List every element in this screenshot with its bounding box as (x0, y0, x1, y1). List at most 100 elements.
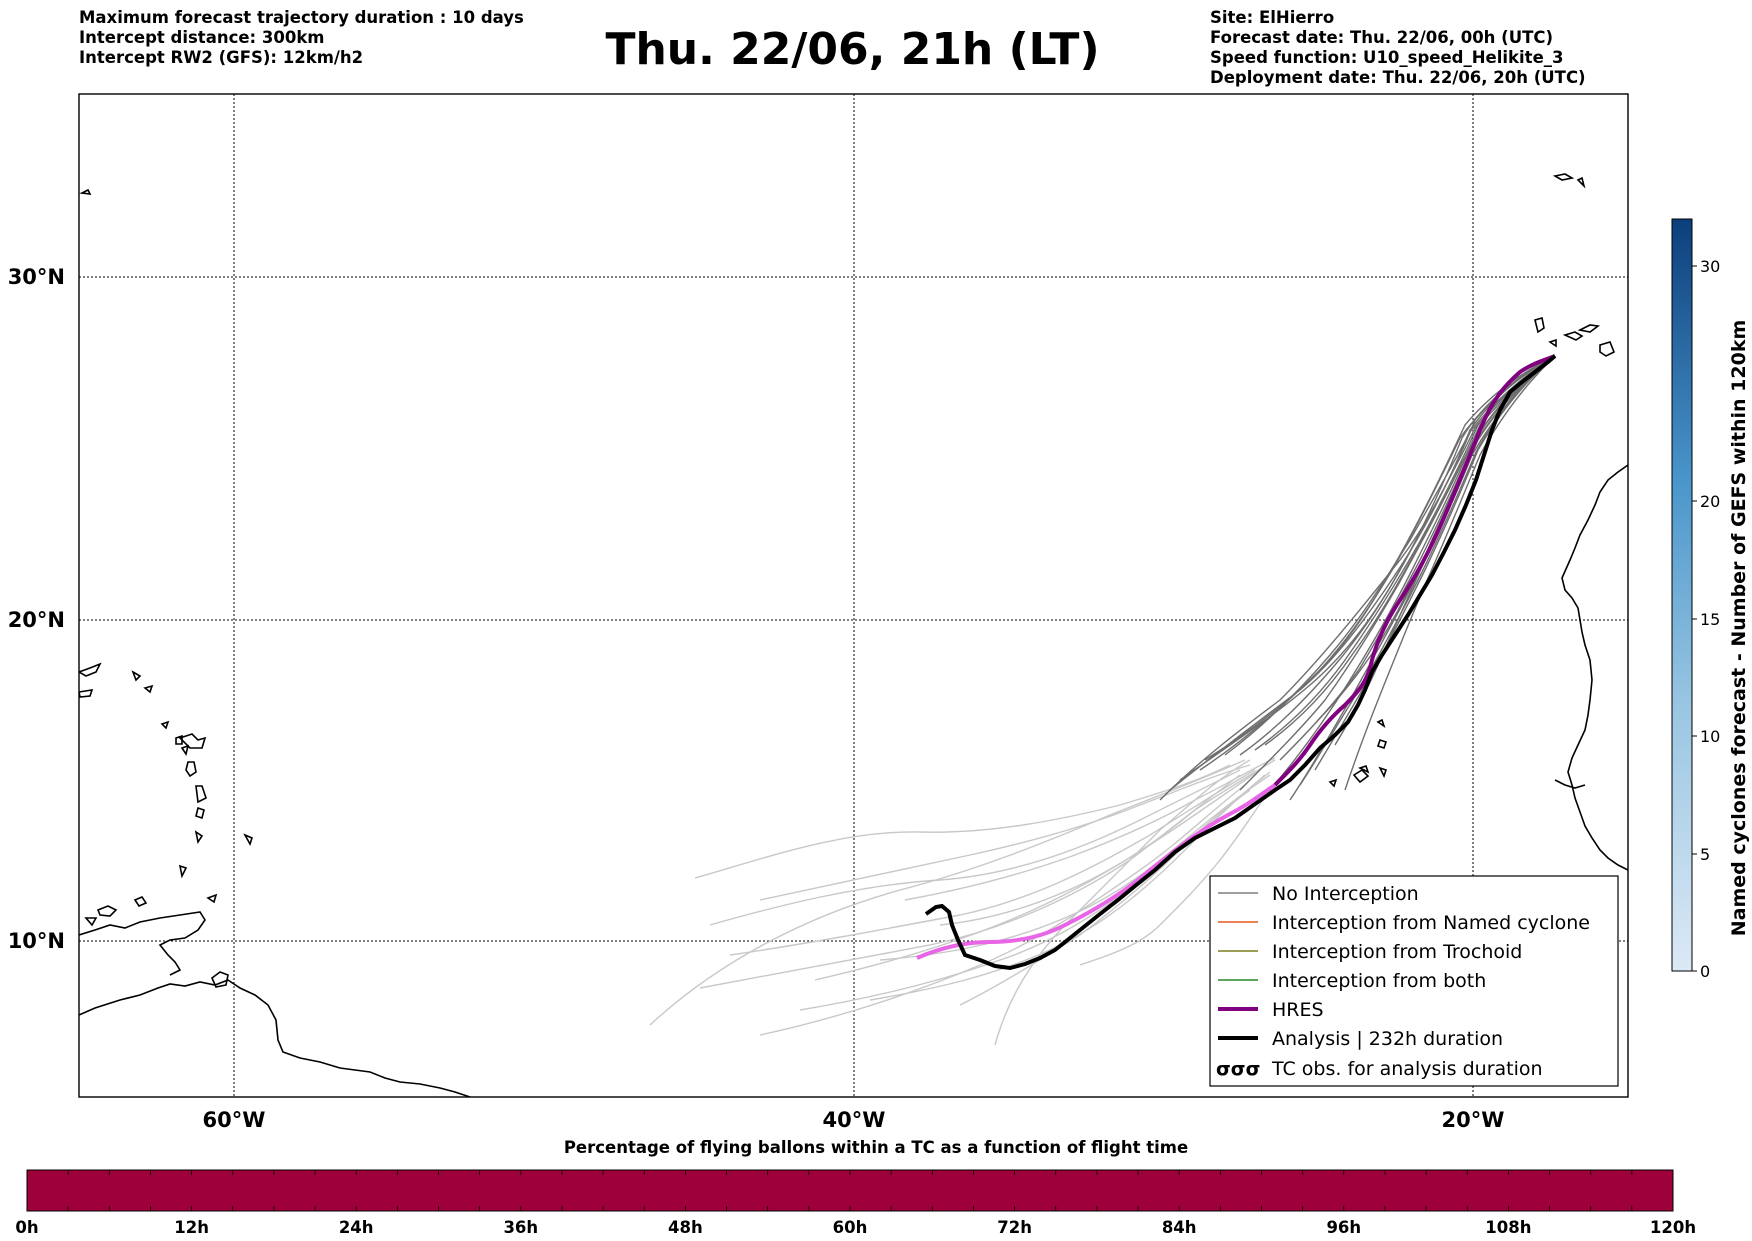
legend-label-trochoid: Interception from Trochoid (1272, 941, 1522, 963)
coast-tobago (206, 893, 218, 904)
trajectory (904, 757, 1276, 901)
lat-label-20n: 20°N (8, 608, 65, 632)
colorbar-tick-20: 20 (1700, 492, 1720, 511)
legend: No Interception Interception from Named … (1209, 875, 1619, 1087)
coast-africa-inlet (1554, 779, 1586, 789)
coast-cape-verde-2 (1328, 778, 1338, 788)
hres-trajectory-extension (916, 783, 1277, 960)
coastlines (79, 173, 1628, 1097)
percentage-bar-tick-label: 48h (668, 1218, 703, 1237)
colorbar-gradient (1671, 218, 1693, 972)
legend-label-named-cyclone: Interception from Named cyclone (1272, 912, 1590, 934)
colorbar-label: Named cyclones forecast - Number of GEFS… (1728, 320, 1750, 937)
percentage-bar-tick-label: 24h (339, 1218, 374, 1237)
legend-label-both: Interception from both (1272, 970, 1486, 992)
legend-label-hres: HRES (1272, 999, 1324, 1021)
lon-label-40w: 40°W (823, 1108, 886, 1132)
header-max-duration: Maximum forecast trajectory duration : 1… (79, 8, 524, 27)
trajectory (1314, 355, 1556, 771)
header-forecast-date: Forecast date: Thu. 22/06, 00h (UTC) (1210, 28, 1554, 47)
coast-canary-4 (1599, 341, 1616, 357)
colorbar-tick-5: 5 (1700, 845, 1710, 864)
header-intercept-rw2: Intercept RW2 (GFS): 12km/h2 (79, 48, 364, 67)
percentage-bar-tick-label: 72h (997, 1218, 1032, 1237)
percentage-bar-tick-label: 96h (1326, 1218, 1361, 1237)
colorbar-tick-30: 30 (1700, 257, 1720, 276)
coast-island-a (96, 905, 118, 917)
percentage-bar: 0h 12h 24h 36h 48h 60h 72h 84h 96h 108h 120h (15, 1169, 1696, 1237)
colorbar: 0 5 10 15 20 30 Named cyclones forecast … (1671, 218, 1750, 981)
legend-label-tc-obs: TC obs. for analysis duration (1271, 1058, 1543, 1080)
trajectory (1279, 355, 1556, 761)
legend-label-no-interception: No Interception (1272, 883, 1419, 905)
percentage-bar-tick-label: 120h (1650, 1218, 1696, 1237)
legend-swatch-tc-obs: σσσ (1216, 1058, 1260, 1080)
coast-canary-3 (1577, 324, 1601, 333)
percentage-bar-title: Percentage of flying ballons within a TC… (563, 1138, 1189, 1157)
coast-grenada (178, 864, 188, 879)
coast-martinique (195, 785, 207, 804)
trajectory (694, 764, 1231, 879)
lat-label-10n: 10°N (8, 929, 65, 953)
trajectory (814, 769, 1261, 981)
percentage-bar-tick-label: 108h (1485, 1218, 1531, 1237)
coast-guadeloupe (178, 733, 207, 749)
coast-canary-2 (1562, 331, 1584, 341)
legend-box (1209, 875, 1619, 1087)
trajectory (959, 771, 1271, 1006)
hres-trajectory (1273, 354, 1556, 787)
coast-bermuda (79, 188, 92, 195)
lon-label-20w: 20°W (1442, 1108, 1505, 1132)
percentage-bar-tick-label: 60h (833, 1218, 868, 1237)
header-left-info: Maximum forecast trajectory duration : 1… (79, 8, 524, 68)
colorbar-tick-0: 0 (1700, 962, 1710, 981)
coast-dominica (185, 761, 197, 778)
coast-lesser-antilles-2 (175, 734, 183, 745)
coast-cape-verde-6 (1378, 766, 1388, 779)
trajectory (759, 764, 1251, 901)
coast-africa-west (1561, 464, 1628, 871)
coast-cape-verde-5 (1357, 764, 1370, 774)
gridlines (79, 94, 1628, 1097)
coast-virgin-1 (131, 670, 142, 682)
ensemble-light-trajectories (649, 757, 1276, 1046)
header-right-info: Site: ElHierro Forecast date: Thu. 22/06… (1210, 8, 1586, 88)
header-intercept-distance: Intercept distance: 300km (79, 28, 325, 47)
coast-st-lucia (195, 806, 205, 820)
coast-cape-verde-1 (1352, 768, 1370, 784)
colorbar-tick-10: 10 (1700, 727, 1720, 746)
coast-madeira (1552, 173, 1575, 181)
colorbar-tick-15: 15 (1700, 610, 1720, 629)
coast-madeira-b (1576, 176, 1586, 189)
header-deployment-date: Deployment date: Thu. 22/06, 20h (UTC) (1210, 68, 1586, 87)
trajectory (994, 759, 1251, 1046)
legend-label-analysis: Analysis | 232h duration (1272, 1028, 1503, 1050)
percentage-bar-tick-label: 12h (174, 1218, 209, 1237)
analysis-trajectory (924, 354, 1557, 971)
coast-canary-1 (1534, 316, 1545, 334)
coast-cape-verde-3 (1376, 738, 1388, 750)
trajectory (1079, 789, 1271, 966)
trajectory (869, 774, 1266, 1001)
coast-canary-5 (1548, 338, 1557, 348)
coast-trinidad (211, 971, 229, 988)
header-site: Site: ElHierro (1210, 8, 1335, 27)
trajectory (729, 769, 1256, 956)
percentage-bar-tick-label: 84h (1162, 1218, 1197, 1237)
percentage-bar-fill (26, 1169, 1674, 1212)
map-border (78, 93, 1629, 1098)
coast-venezuela-north (79, 911, 206, 976)
coast-virgin-2 (143, 684, 154, 694)
coast-south-america (79, 979, 471, 1097)
trajectory (709, 769, 1241, 926)
coast-island-c (84, 917, 98, 927)
lon-label-60w: 60°W (203, 1108, 266, 1132)
coast-island-b (133, 896, 148, 907)
coast-lesser-antilles-3 (180, 744, 190, 756)
coast-st-vincent (194, 830, 204, 845)
lat-label-30n: 30°N (8, 265, 65, 289)
header-speed-function: Speed function: U10_speed_Helikite_3 (1210, 48, 1564, 67)
trajectory (1204, 355, 1556, 761)
percentage-bar-tick-label: 36h (503, 1218, 538, 1237)
